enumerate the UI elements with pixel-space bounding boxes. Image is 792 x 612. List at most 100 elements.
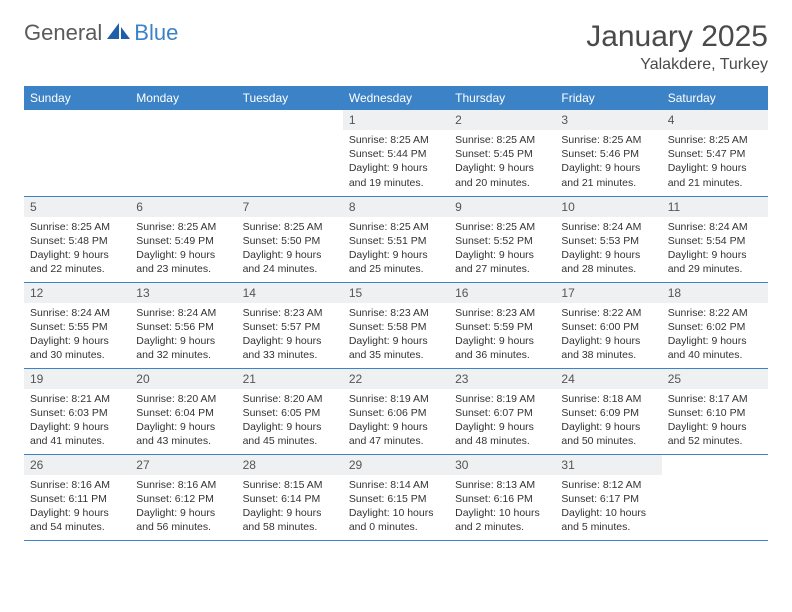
month-title: January 2025 (586, 20, 768, 54)
day-details: Sunrise: 8:24 AMSunset: 5:55 PMDaylight:… (24, 303, 130, 367)
day-number: 11 (662, 197, 768, 217)
day-number (130, 110, 236, 130)
calendar-day-cell: 16Sunrise: 8:23 AMSunset: 5:59 PMDayligh… (449, 282, 555, 368)
calendar-day-cell: 10Sunrise: 8:24 AMSunset: 5:53 PMDayligh… (555, 196, 661, 282)
calendar-day-cell: 18Sunrise: 8:22 AMSunset: 6:02 PMDayligh… (662, 282, 768, 368)
calendar-day-cell (24, 110, 130, 196)
day-number: 7 (237, 197, 343, 217)
day-number: 17 (555, 283, 661, 303)
day-details: Sunrise: 8:21 AMSunset: 6:03 PMDaylight:… (24, 389, 130, 453)
day-number: 23 (449, 369, 555, 389)
calendar-day-cell: 27Sunrise: 8:16 AMSunset: 6:12 PMDayligh… (130, 454, 236, 540)
calendar-day-cell: 1Sunrise: 8:25 AMSunset: 5:44 PMDaylight… (343, 110, 449, 196)
day-number: 25 (662, 369, 768, 389)
day-number: 18 (662, 283, 768, 303)
calendar-day-cell: 11Sunrise: 8:24 AMSunset: 5:54 PMDayligh… (662, 196, 768, 282)
day-details: Sunrise: 8:25 AMSunset: 5:50 PMDaylight:… (237, 217, 343, 281)
day-details: Sunrise: 8:14 AMSunset: 6:15 PMDaylight:… (343, 475, 449, 539)
calendar-day-cell: 26Sunrise: 8:16 AMSunset: 6:11 PMDayligh… (24, 454, 130, 540)
day-number: 29 (343, 455, 449, 475)
calendar-day-cell: 23Sunrise: 8:19 AMSunset: 6:07 PMDayligh… (449, 368, 555, 454)
calendar-day-cell: 6Sunrise: 8:25 AMSunset: 5:49 PMDaylight… (130, 196, 236, 282)
day-number: 30 (449, 455, 555, 475)
weekday-header: Tuesday (237, 86, 343, 110)
calendar-day-cell: 24Sunrise: 8:18 AMSunset: 6:09 PMDayligh… (555, 368, 661, 454)
calendar-day-cell: 29Sunrise: 8:14 AMSunset: 6:15 PMDayligh… (343, 454, 449, 540)
day-number: 20 (130, 369, 236, 389)
weekday-header: Sunday (24, 86, 130, 110)
calendar-day-cell: 17Sunrise: 8:22 AMSunset: 6:00 PMDayligh… (555, 282, 661, 368)
day-number: 10 (555, 197, 661, 217)
calendar-day-cell: 13Sunrise: 8:24 AMSunset: 5:56 PMDayligh… (130, 282, 236, 368)
calendar-day-cell: 21Sunrise: 8:20 AMSunset: 6:05 PMDayligh… (237, 368, 343, 454)
day-details: Sunrise: 8:24 AMSunset: 5:54 PMDaylight:… (662, 217, 768, 281)
calendar-day-cell: 14Sunrise: 8:23 AMSunset: 5:57 PMDayligh… (237, 282, 343, 368)
day-details: Sunrise: 8:25 AMSunset: 5:46 PMDaylight:… (555, 130, 661, 194)
day-number: 5 (24, 197, 130, 217)
day-details: Sunrise: 8:12 AMSunset: 6:17 PMDaylight:… (555, 475, 661, 539)
day-number: 1 (343, 110, 449, 130)
day-details: Sunrise: 8:22 AMSunset: 6:00 PMDaylight:… (555, 303, 661, 367)
day-number (24, 110, 130, 130)
day-details: Sunrise: 8:16 AMSunset: 6:11 PMDaylight:… (24, 475, 130, 539)
day-details: Sunrise: 8:20 AMSunset: 6:05 PMDaylight:… (237, 389, 343, 453)
logo-text-blue: Blue (134, 20, 178, 46)
day-details: Sunrise: 8:20 AMSunset: 6:04 PMDaylight:… (130, 389, 236, 453)
calendar-day-cell: 12Sunrise: 8:24 AMSunset: 5:55 PMDayligh… (24, 282, 130, 368)
calendar-table: SundayMondayTuesdayWednesdayThursdayFrid… (24, 86, 768, 541)
calendar-header-row: SundayMondayTuesdayWednesdayThursdayFrid… (24, 86, 768, 110)
logo-sail-icon (106, 21, 132, 46)
day-number (237, 110, 343, 130)
day-details: Sunrise: 8:25 AMSunset: 5:47 PMDaylight:… (662, 130, 768, 194)
weekday-header: Saturday (662, 86, 768, 110)
day-details: Sunrise: 8:17 AMSunset: 6:10 PMDaylight:… (662, 389, 768, 453)
day-details: Sunrise: 8:23 AMSunset: 5:58 PMDaylight:… (343, 303, 449, 367)
calendar-week-row: 12Sunrise: 8:24 AMSunset: 5:55 PMDayligh… (24, 282, 768, 368)
day-details: Sunrise: 8:19 AMSunset: 6:06 PMDaylight:… (343, 389, 449, 453)
day-details: Sunrise: 8:23 AMSunset: 5:59 PMDaylight:… (449, 303, 555, 367)
day-number: 15 (343, 283, 449, 303)
day-number: 13 (130, 283, 236, 303)
calendar-day-cell: 4Sunrise: 8:25 AMSunset: 5:47 PMDaylight… (662, 110, 768, 196)
calendar-day-cell: 28Sunrise: 8:15 AMSunset: 6:14 PMDayligh… (237, 454, 343, 540)
calendar-day-cell: 25Sunrise: 8:17 AMSunset: 6:10 PMDayligh… (662, 368, 768, 454)
day-number: 27 (130, 455, 236, 475)
day-number: 14 (237, 283, 343, 303)
weekday-header: Friday (555, 86, 661, 110)
day-number: 8 (343, 197, 449, 217)
calendar-day-cell: 22Sunrise: 8:19 AMSunset: 6:06 PMDayligh… (343, 368, 449, 454)
day-details: Sunrise: 8:23 AMSunset: 5:57 PMDaylight:… (237, 303, 343, 367)
day-number: 24 (555, 369, 661, 389)
title-block: January 2025 Yalakdere, Turkey (586, 20, 768, 74)
day-details: Sunrise: 8:25 AMSunset: 5:48 PMDaylight:… (24, 217, 130, 281)
day-number: 22 (343, 369, 449, 389)
calendar-day-cell (237, 110, 343, 196)
day-details: Sunrise: 8:25 AMSunset: 5:51 PMDaylight:… (343, 217, 449, 281)
day-number: 28 (237, 455, 343, 475)
calendar-day-cell: 5Sunrise: 8:25 AMSunset: 5:48 PMDaylight… (24, 196, 130, 282)
calendar-day-cell: 7Sunrise: 8:25 AMSunset: 5:50 PMDaylight… (237, 196, 343, 282)
day-details: Sunrise: 8:19 AMSunset: 6:07 PMDaylight:… (449, 389, 555, 453)
calendar-day-cell: 30Sunrise: 8:13 AMSunset: 6:16 PMDayligh… (449, 454, 555, 540)
calendar-day-cell (662, 454, 768, 540)
calendar-day-cell: 19Sunrise: 8:21 AMSunset: 6:03 PMDayligh… (24, 368, 130, 454)
day-details: Sunrise: 8:25 AMSunset: 5:45 PMDaylight:… (449, 130, 555, 194)
day-details: Sunrise: 8:25 AMSunset: 5:49 PMDaylight:… (130, 217, 236, 281)
day-details: Sunrise: 8:18 AMSunset: 6:09 PMDaylight:… (555, 389, 661, 453)
calendar-day-cell: 8Sunrise: 8:25 AMSunset: 5:51 PMDaylight… (343, 196, 449, 282)
day-number: 6 (130, 197, 236, 217)
day-number: 2 (449, 110, 555, 130)
day-details: Sunrise: 8:24 AMSunset: 5:53 PMDaylight:… (555, 217, 661, 281)
day-details: Sunrise: 8:16 AMSunset: 6:12 PMDaylight:… (130, 475, 236, 539)
day-number: 4 (662, 110, 768, 130)
weekday-header: Wednesday (343, 86, 449, 110)
day-number: 3 (555, 110, 661, 130)
day-number: 21 (237, 369, 343, 389)
header: General Blue January 2025 Yalakdere, Tur… (24, 20, 768, 74)
location: Yalakdere, Turkey (586, 56, 768, 74)
day-number: 26 (24, 455, 130, 475)
calendar-week-row: 1Sunrise: 8:25 AMSunset: 5:44 PMDaylight… (24, 110, 768, 196)
day-number: 9 (449, 197, 555, 217)
calendar-week-row: 5Sunrise: 8:25 AMSunset: 5:48 PMDaylight… (24, 196, 768, 282)
day-number: 19 (24, 369, 130, 389)
